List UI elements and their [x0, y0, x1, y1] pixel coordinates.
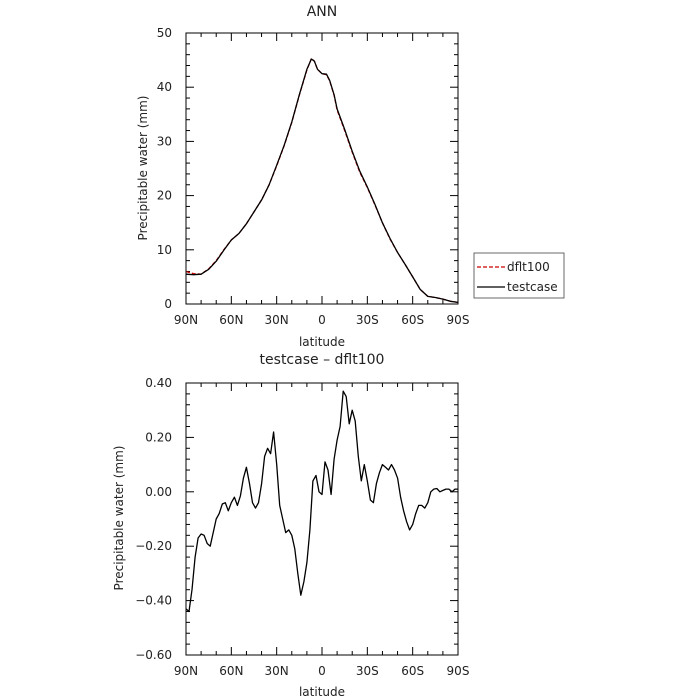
series-line-dflt100 — [185, 57, 459, 304]
x-tick-label: 90N — [174, 313, 198, 327]
panel-bottom-xlabel: latitude — [299, 685, 345, 699]
panel-top-title: ANN — [307, 4, 338, 20]
x-tick-label: 60S — [401, 313, 424, 327]
panel-bottom-title: testcase – dflt100 — [260, 352, 385, 368]
series-line-testcase — [185, 58, 459, 304]
y-tick-label: −0.60 — [135, 648, 172, 662]
panel-bottom-series — [185, 390, 458, 613]
legend-testcase-label: testcase — [507, 280, 558, 294]
legend-dflt100-label: dflt100 — [507, 260, 550, 274]
panel-top-ticks: 90N 60N 30N 0 30S 60S 90S 0 10 20 30 40 50 — [157, 26, 470, 327]
y-tick-label: 0.20 — [145, 430, 172, 444]
y-tick-label: 40 — [157, 80, 172, 94]
y-tick-label: −0.20 — [135, 539, 172, 553]
x-tick-label: 0 — [318, 313, 326, 327]
panel-bottom: testcase – dflt100 90N 60N 30N 0 30S 60S 90S −0… — [112, 352, 469, 699]
y-tick-label: 0 — [164, 297, 172, 311]
series-line-difference — [185, 390, 458, 613]
x-tick-label: 90S — [447, 313, 470, 327]
panel-top-series — [185, 57, 459, 304]
y-tick-label: 20 — [157, 189, 172, 203]
x-tick-label: 0 — [318, 664, 326, 678]
x-tick-label: 30N — [265, 313, 289, 327]
panel-bottom-ticks: 90N 60N 30N 0 30S 60S 90S −0.60 −0.40 −0.20 0.00 0.… — [135, 376, 469, 678]
panel-top-ylabel: Precipitable water (mm) — [136, 96, 150, 241]
panel-top: ANN 90N 60N 30N 0 30S 60S 90S 0 10 20 30 40 50 latit… — [136, 4, 565, 349]
y-tick-label: 0.40 — [145, 376, 172, 390]
x-tick-label: 90S — [447, 664, 470, 678]
x-tick-label: 30S — [356, 313, 379, 327]
y-tick-label: −0.40 — [135, 594, 172, 608]
panel-bottom-frame — [185, 382, 459, 656]
x-tick-label: 60S — [401, 664, 424, 678]
x-tick-label: 30N — [265, 664, 289, 678]
y-tick-label: 50 — [157, 26, 172, 40]
x-tick-label: 60N — [219, 313, 243, 327]
panel-bottom-ylabel: Precipitable water (mm) — [112, 446, 126, 591]
y-tick-label: 0.00 — [145, 485, 172, 499]
x-tick-label: 90N — [174, 664, 198, 678]
x-tick-label: 30S — [356, 664, 379, 678]
legend-box — [473, 252, 565, 299]
legend: dflt100 testcase — [473, 252, 565, 299]
panel-top-frame — [185, 32, 459, 305]
x-tick-label: 60N — [219, 664, 243, 678]
panel-top-xlabel: latitude — [299, 335, 345, 349]
y-tick-label: 30 — [157, 134, 172, 148]
y-tick-label: 10 — [157, 243, 172, 257]
